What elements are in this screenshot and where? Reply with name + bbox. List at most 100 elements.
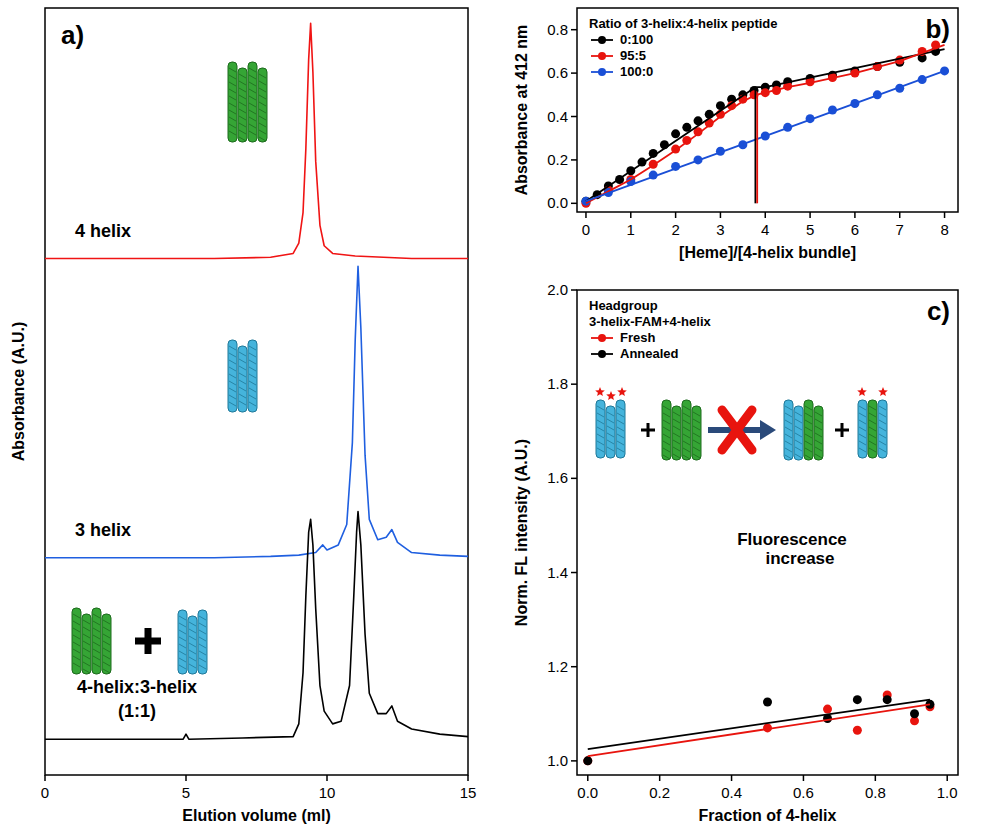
data-point bbox=[910, 709, 919, 718]
x-tick-label: 0 bbox=[582, 221, 590, 238]
legend-label: 100:0 bbox=[620, 64, 653, 79]
helix-bundle-icon bbox=[858, 400, 867, 458]
helix-stripe bbox=[103, 662, 110, 666]
plus-sign bbox=[145, 628, 152, 654]
helix-stripe bbox=[179, 658, 186, 662]
helix-stripe bbox=[683, 427, 690, 431]
helix-stripe bbox=[93, 628, 100, 632]
helix-stripe bbox=[239, 88, 246, 92]
helix-stripe bbox=[617, 413, 624, 417]
series-line bbox=[588, 704, 930, 756]
helix-stripe bbox=[607, 440, 614, 444]
helix-stripe bbox=[83, 655, 90, 659]
helix bbox=[102, 614, 111, 674]
helix bbox=[72, 608, 81, 674]
series-label-line: 4-helix:3-helix bbox=[77, 677, 197, 697]
helix-stripe bbox=[249, 353, 256, 357]
helix-stripe bbox=[229, 103, 236, 107]
series-line bbox=[45, 23, 468, 258]
helix-stripe bbox=[805, 406, 812, 410]
y-tick bbox=[571, 289, 577, 291]
legend-label: Fresh bbox=[620, 330, 655, 345]
helix-stripe bbox=[93, 621, 100, 625]
helix-stripe bbox=[815, 447, 822, 451]
x-tick bbox=[587, 775, 589, 781]
helix-stripe bbox=[673, 454, 680, 458]
legend-marker bbox=[598, 36, 606, 44]
helix-stripe bbox=[617, 427, 624, 431]
helix-stripe bbox=[617, 420, 624, 424]
plot-frame bbox=[45, 8, 468, 775]
helix-stripe bbox=[663, 434, 670, 438]
helix-stripe bbox=[683, 441, 690, 445]
helix-bundle-icon bbox=[228, 62, 267, 142]
data-group bbox=[581, 40, 949, 207]
helix-stripe bbox=[259, 130, 266, 134]
helix-stripe bbox=[597, 448, 604, 452]
helix bbox=[794, 406, 803, 460]
helix-stripe bbox=[229, 374, 236, 378]
helix-stripe bbox=[239, 116, 246, 120]
helix-stripe bbox=[879, 413, 886, 417]
y-tick bbox=[571, 666, 577, 668]
helix bbox=[92, 608, 101, 674]
helix-stripe bbox=[607, 412, 614, 416]
helix-stripe bbox=[239, 123, 246, 127]
x-tick bbox=[44, 775, 46, 781]
helix-stripe bbox=[815, 426, 822, 430]
helix-bundle-icon bbox=[178, 610, 207, 674]
x-tick bbox=[765, 212, 767, 218]
helix-stripe bbox=[249, 68, 256, 72]
helix-bundle-icon bbox=[784, 400, 803, 460]
helix-stripe bbox=[189, 636, 196, 640]
helix bbox=[178, 610, 187, 674]
data-point bbox=[940, 66, 949, 75]
helix-stripe bbox=[189, 650, 196, 654]
helix bbox=[238, 68, 247, 142]
helix-stripe bbox=[259, 81, 266, 85]
x-tick bbox=[659, 775, 661, 781]
helix bbox=[616, 400, 625, 458]
dye-star bbox=[606, 391, 616, 400]
helix bbox=[804, 400, 813, 460]
x-tick-label: 1.0 bbox=[937, 784, 958, 801]
series-line bbox=[588, 700, 930, 749]
helix-stripe bbox=[795, 426, 802, 430]
helix-stripe bbox=[259, 116, 266, 120]
helix-stripe bbox=[795, 454, 802, 458]
y-tick-label: 1.4 bbox=[547, 564, 568, 581]
helix bbox=[784, 400, 793, 460]
helix bbox=[692, 406, 701, 460]
x-tick bbox=[630, 212, 632, 218]
helix-stripe bbox=[663, 441, 670, 445]
helix-stripe bbox=[785, 413, 792, 417]
helix-stripe bbox=[249, 381, 256, 385]
helix-stripe bbox=[683, 420, 690, 424]
dye-star bbox=[857, 387, 867, 396]
series-label: 3 helix bbox=[75, 520, 131, 540]
helix-stripe bbox=[597, 420, 604, 424]
helix-stripe bbox=[693, 454, 700, 458]
helix-stripe bbox=[249, 402, 256, 406]
helix-stripe bbox=[229, 117, 236, 121]
helix-stripe bbox=[259, 88, 266, 92]
x-tick bbox=[803, 775, 805, 781]
helix-stripe bbox=[663, 455, 670, 459]
helix-stripe bbox=[663, 406, 670, 410]
helix-stripe bbox=[199, 623, 206, 627]
helix-stripe bbox=[239, 81, 246, 85]
helix-bundle-icon bbox=[878, 400, 887, 458]
helix-stripe bbox=[815, 454, 822, 458]
x-tick-label: 0.0 bbox=[577, 784, 598, 801]
helix-stripe bbox=[693, 419, 700, 423]
helix-stripe bbox=[785, 427, 792, 431]
data-group bbox=[583, 690, 934, 765]
legend-marker bbox=[598, 52, 606, 60]
helix-stripe bbox=[259, 137, 266, 141]
helix-stripe bbox=[83, 641, 90, 645]
y-tick bbox=[571, 159, 577, 161]
panel-label: b) bbox=[925, 14, 950, 44]
x-tick bbox=[585, 212, 587, 218]
helix bbox=[814, 406, 823, 460]
helix-stripe bbox=[859, 420, 866, 424]
